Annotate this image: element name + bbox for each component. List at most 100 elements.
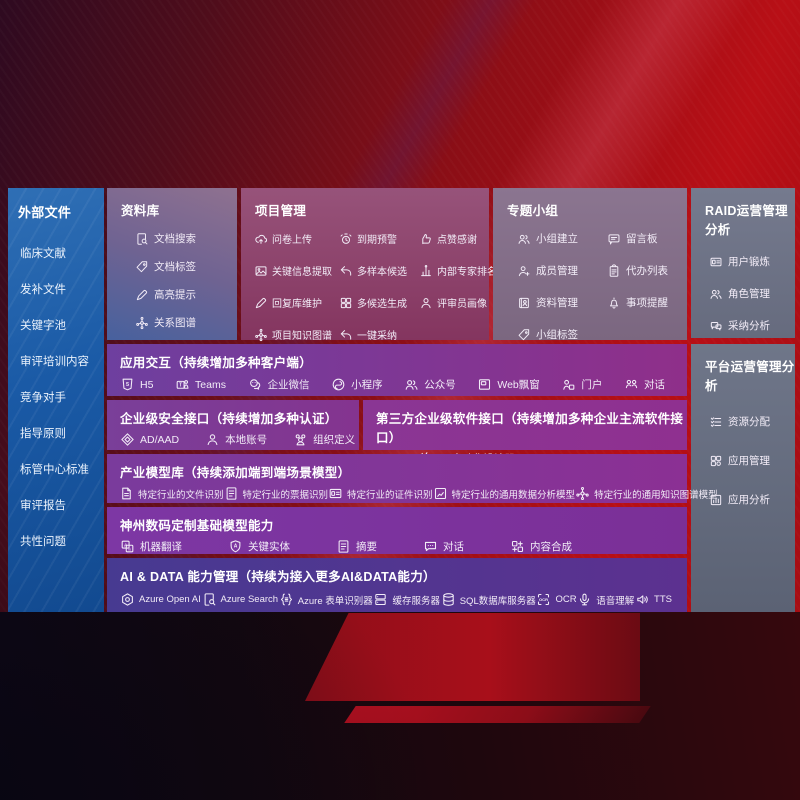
ai-data-items: Azure Open AI Azure Search Azure 表单识别器 缓存服务… bbox=[107, 585, 687, 607]
feature-label: 关键信息提取 bbox=[272, 267, 332, 278]
feature-label: 关系图谱 bbox=[154, 317, 196, 329]
network-icon bbox=[135, 316, 149, 330]
feature-label: 小组标签 bbox=[536, 329, 578, 341]
feature-label: 文档搜索 bbox=[154, 233, 196, 245]
apps-icon bbox=[709, 454, 723, 468]
feature-label: 特定行业的证件识别 bbox=[347, 489, 433, 501]
row-app-interaction: 应用交互（持续增加多种客户端） 5 H5 T Teams 企业微信 小程序 公众号 Web飘窗… bbox=[107, 344, 687, 396]
image-icon bbox=[254, 264, 268, 278]
panel-title: 专题小组 bbox=[507, 204, 559, 218]
feature-label: Web飘窗 bbox=[497, 379, 540, 391]
feature-label: H5 bbox=[140, 378, 154, 391]
feature-label: 审评报告 bbox=[20, 500, 66, 512]
panel-title: RAID运营管理分析 bbox=[705, 204, 788, 237]
network-icon bbox=[575, 486, 590, 501]
feature-label: 资料管理 bbox=[536, 297, 578, 309]
feature-item: 用户锻炼 bbox=[709, 254, 795, 269]
feature-label: 特定行业的通用数据分析模型 bbox=[451, 489, 576, 501]
feature-item: A 关键实体 bbox=[228, 539, 290, 554]
reply-icon bbox=[339, 264, 353, 278]
clipboard-icon bbox=[607, 263, 621, 278]
feature-item: 关键字池 bbox=[20, 317, 104, 333]
feature-item: 内容合成 bbox=[510, 539, 572, 554]
cloud-up-icon bbox=[254, 232, 268, 246]
feature-item: 多候选生成 bbox=[339, 295, 419, 310]
feature-label: 对话 bbox=[643, 379, 665, 391]
row-enterprise-security: 企业级安全接口（持续增加多种认证） AD/AAD 本地账号 组织定义 bbox=[107, 400, 359, 450]
feature-item: 公众号 bbox=[404, 377, 456, 392]
feature-label: 关键字池 bbox=[20, 320, 66, 332]
feature-item: Azure 表单识别器 bbox=[279, 592, 373, 607]
feature-label: 应用管理 bbox=[728, 455, 770, 467]
row-title: 企业级安全接口（持续增加多种认证） bbox=[120, 412, 338, 426]
feature-item: 特定行业的文件识别 bbox=[119, 486, 224, 501]
feature-item: 高亮提示 bbox=[135, 287, 237, 302]
convo-icon bbox=[624, 377, 639, 392]
feature-label: 公众号 bbox=[424, 379, 456, 391]
db-icon bbox=[441, 592, 456, 607]
feature-item: 5 H5 bbox=[120, 377, 153, 392]
svg-text:A: A bbox=[124, 542, 128, 547]
feature-item: 组织定义 bbox=[293, 432, 355, 447]
feature-label: 项目知识图谱 bbox=[272, 331, 332, 342]
puzzle-icon bbox=[510, 539, 525, 554]
feature-label: 企业微信 bbox=[267, 379, 310, 391]
industry-model-items: 特定行业的文件识别 特定行业的票据识别 特定行业的证件识别 特定行业的通用数据分析模型… bbox=[107, 481, 718, 501]
panel-platform-analysis: 平台运营管理分析 资源分配 应用管理 应用分析 bbox=[691, 344, 795, 612]
feature-label: 点赞感谢 bbox=[437, 235, 477, 246]
row-industry-models: 产业模型库（持续添加端到端场景模型） 特定行业的文件识别 特定行业的票据识别 特定行… bbox=[107, 454, 718, 503]
feature-label: 临床文献 bbox=[20, 248, 66, 260]
feature-item: 小组建立 bbox=[517, 231, 607, 246]
panel-project-management: 项目管理 问卷上传 到期预警 点赞感谢 关键信息提取 多样本候选 内部专家排名 回复库维护 多… bbox=[241, 188, 497, 342]
feature-item: 角色管理 bbox=[709, 286, 795, 301]
feature-item: 审评培训内容 bbox=[20, 353, 104, 369]
feature-item: 临床文献 bbox=[20, 245, 104, 261]
feature-label: 摘要 bbox=[356, 541, 377, 553]
feature-label: 应用分析 bbox=[728, 494, 770, 506]
feature-item: 到期预警 bbox=[339, 231, 419, 246]
feature-item: 小组标签 bbox=[517, 327, 607, 342]
people-icon bbox=[404, 377, 419, 392]
feature-item: 本地账号 bbox=[205, 432, 267, 447]
feature-label: 特定行业的文件识别 bbox=[138, 489, 224, 501]
feature-item: 缓存服务器 bbox=[373, 592, 440, 607]
feature-label: 本地账号 bbox=[225, 434, 268, 446]
feature-item: 企业微信 bbox=[248, 377, 310, 392]
feature-item: 小程序 bbox=[331, 377, 383, 392]
feature-label: 特定行业的通用知识图谱模型 bbox=[594, 489, 718, 501]
feature-item: 回复库维护 bbox=[254, 295, 339, 310]
feature-label: TTS bbox=[654, 594, 672, 605]
alarm-icon bbox=[339, 232, 353, 246]
feature-label: 审评培训内容 bbox=[20, 356, 89, 368]
feature-item: 事项提醒 bbox=[607, 295, 681, 310]
feature-item: 采纳分析 bbox=[709, 318, 795, 333]
feature-label: SQL数据库服务器 bbox=[459, 595, 536, 607]
feature-item: SQL数据库服务器 bbox=[441, 592, 536, 607]
feature-label: Azure Search bbox=[220, 594, 279, 605]
feature-item: 审评报告 bbox=[20, 497, 104, 513]
openai-icon bbox=[120, 592, 135, 607]
feature-item: 资料管理 bbox=[517, 295, 607, 310]
miniapp-icon bbox=[331, 377, 346, 392]
feature-item: Azure Search bbox=[202, 592, 279, 607]
feature-label: OCR bbox=[555, 594, 577, 605]
feature-item: 项目知识图谱 bbox=[254, 327, 339, 342]
row-title: 产业模型库（持续添加端到端场景模型） bbox=[120, 466, 351, 480]
form-icon bbox=[279, 592, 294, 607]
row-ai-data-management: AI & DATA 能力管理（持续为接入更多AI&DATA能力） Azure O… bbox=[107, 558, 687, 612]
feature-item: 内部专家排名 bbox=[419, 263, 497, 278]
people-icon bbox=[517, 232, 531, 246]
feature-label: 代办列表 bbox=[626, 265, 668, 277]
file-icon bbox=[119, 486, 134, 501]
feature-label: 小组建立 bbox=[536, 233, 578, 245]
tts-icon bbox=[635, 592, 650, 607]
feature-item: 竞争对手 bbox=[20, 389, 104, 405]
feature-label: 语音理解 bbox=[596, 595, 635, 607]
feature-label: 标管中心标准 bbox=[20, 464, 89, 476]
feature-item: 发补文件 bbox=[20, 281, 104, 297]
feature-label: 资源分配 bbox=[728, 416, 770, 428]
feature-item: AD/AAD bbox=[120, 432, 179, 447]
feature-item: 资源分配 bbox=[709, 414, 795, 429]
